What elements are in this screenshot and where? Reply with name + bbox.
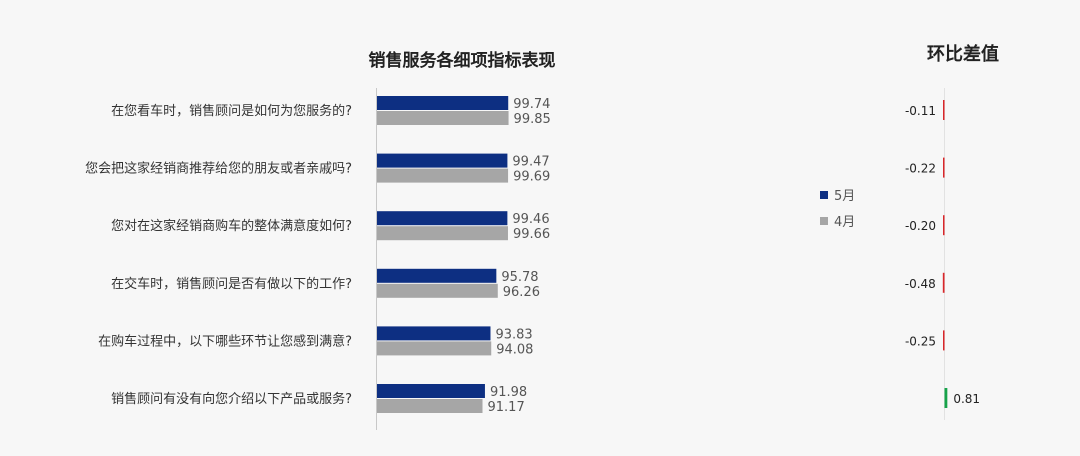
diff-label: 0.81 [953,392,980,406]
data-label: 95.78 [501,270,538,285]
diff-label: -0.25 [905,334,936,348]
diff-bar [943,215,945,236]
legend-label: 4月 [834,215,855,230]
data-label: 99.47 [512,155,549,170]
diff-chart-title: 环比差值 [927,43,999,65]
legend-label: 5月 [834,189,855,204]
diff-bar [942,272,945,293]
data-label: 99.85 [514,112,551,127]
bar-may [377,211,508,226]
category-label: 在您看车时，销售顾问是如何为您服务的? [111,103,352,119]
chart-title: 销售服务各细项指标表现 [369,50,556,71]
bar-april [377,168,509,183]
data-label: 99.69 [513,170,550,185]
bar-may [377,153,508,168]
diff-bar [944,388,948,408]
category-label: 您对在这家经销商购车的整体满意度如何? [111,218,352,234]
diff-label: -0.22 [905,162,936,176]
diff-label: -0.11 [905,104,936,118]
bar-april [377,226,508,241]
category-label: 销售顾问有没有向您介绍以下产品或服务? [111,391,352,407]
data-label: 99.66 [513,227,550,242]
category-label: 您会把这家经销商推荐给您的朋友或者亲戚吗? [85,161,352,177]
bar-may [377,384,485,398]
diff-layer: -0.11 -0.22 -0.20 -0.48 -0.25 0.81 [905,100,980,408]
category-label: 在交车时，销售顾问是否有做以下的工作? [111,276,352,292]
diff-label: -0.48 [905,277,936,291]
bar-may [377,326,491,341]
legend-swatch [820,217,828,225]
data-label: 91.98 [490,385,527,400]
data-label: 99.46 [512,212,549,227]
legend-swatch [820,191,828,199]
bar-april [377,283,498,298]
bar-april [377,399,483,413]
category-label: 在购车过程中，以下哪些环节让您感到满意? [98,333,352,349]
data-label: 99.74 [513,97,550,112]
data-label: 94.08 [496,342,533,357]
diff-bar [943,100,945,120]
data-label: 96.26 [503,285,540,300]
bar-april [377,341,492,356]
diff-bar [943,330,945,351]
data-label: 91.17 [488,400,525,415]
bar-may [377,96,509,110]
bar-april [377,111,509,125]
diff-label: -0.20 [905,219,936,233]
bar-may [377,268,497,283]
legend: 5月 4月 [820,189,855,230]
diff-bar [943,157,945,178]
data-label: 93.83 [495,327,532,342]
